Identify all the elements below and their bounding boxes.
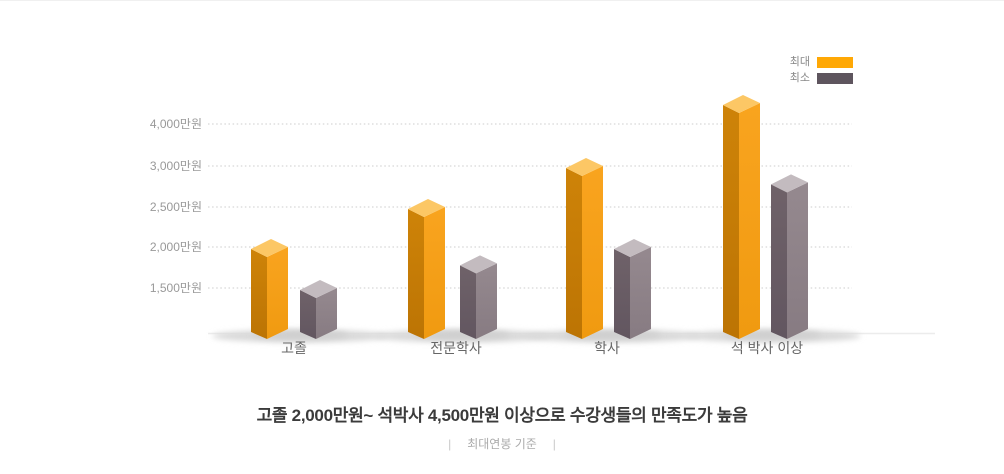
note-text: 최대연봉 기준	[467, 437, 537, 451]
legend-label-max: 최대	[789, 56, 810, 68]
x-axis-category-label: 전문학사	[430, 340, 482, 356]
y-axis-tick-label: 2,500만원	[149, 200, 202, 214]
x-axis-category-label: 고졸	[281, 340, 307, 356]
legend-item-min: 최소	[790, 72, 853, 85]
y-axis-tick-label: 3,000만원	[149, 159, 202, 173]
note-divider-right: |	[552, 437, 556, 451]
y-axis-tick-label: 1,500만원	[149, 281, 202, 295]
y-axis-tick-label: 2,000만원	[149, 240, 202, 254]
legend-label-min: 최소	[789, 72, 810, 84]
x-axis-category-label: 석 박사 이상	[730, 340, 804, 356]
note-divider-left: |	[448, 437, 452, 451]
y-axis-tick-label: 4,000만원	[149, 117, 202, 131]
legend-swatch-min	[817, 73, 853, 84]
legend-item-max: 최대	[790, 56, 853, 69]
legend-swatch-max	[817, 57, 853, 68]
bar-chart	[208, 95, 935, 343]
chart-legend: 최대 최소	[790, 56, 853, 88]
chart-caption: 고졸 2,000만원~ 석박사 4,500만원 이상으로 수강생들의 만족도가 …	[256, 406, 748, 425]
chart-note: | 최대연봉 기준 |	[0, 436, 1004, 452]
x-axis-category-label: 학사	[594, 340, 620, 356]
